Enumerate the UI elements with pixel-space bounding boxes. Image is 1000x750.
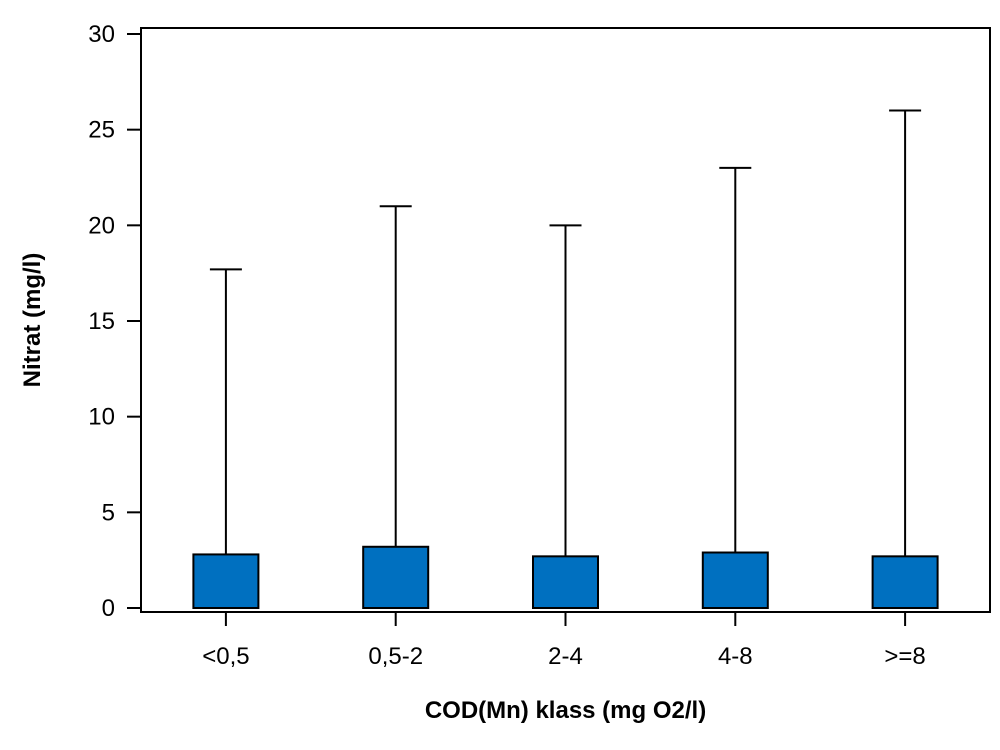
y-tick-label: 0 [102,595,115,622]
x-tick-label: 4-8 [718,643,753,670]
x-axis-title: COD(Mn) klass (mg O2/l) [425,697,706,724]
y-tick-label: 5 [102,499,115,526]
y-tick-label: 25 [88,117,115,144]
x-tick-label: 2-4 [548,643,583,670]
bar [701,551,769,609]
bars [192,109,939,610]
bar [871,555,939,610]
x-tick-label: >=8 [884,643,925,670]
bar [532,555,599,610]
x-axis: <0,5 0,5-2 2-4 4-8 >=8 [202,612,926,670]
y-tick-label: 15 [88,308,115,335]
y-axis-title: Nitrat (mg/l) [19,253,46,388]
x-tick-label: <0,5 [202,643,249,670]
x-tick-label: 0,5-2 [368,643,423,670]
bar [192,553,260,610]
y-tick-label: 20 [88,212,115,239]
y-tick-label: 10 [88,404,115,431]
y-axis: 0 5 10 15 20 25 30 [88,21,141,622]
y-tick-label: 30 [88,21,115,48]
bar [362,545,430,609]
